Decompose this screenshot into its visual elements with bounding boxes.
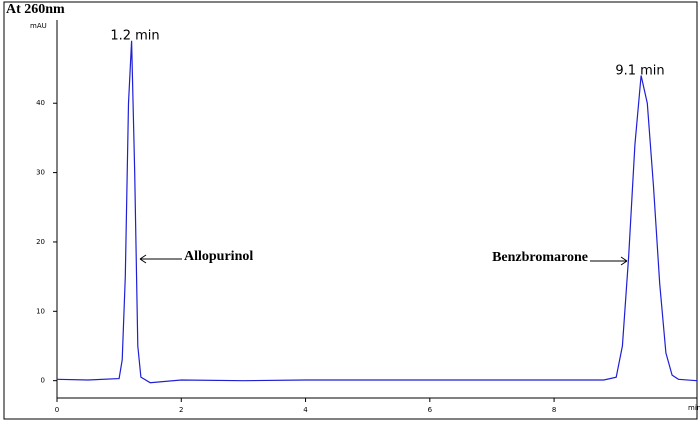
chart-title: At 260nm [6, 2, 65, 17]
frame [3, 1, 698, 420]
y-tick-label: 40 [36, 99, 45, 107]
peak-label: 9.1 min [615, 64, 664, 79]
arrow-head [620, 256, 628, 266]
y-tick-label: 30 [36, 169, 45, 177]
line [56, 40, 698, 384]
x-axis-label: min [688, 404, 700, 412]
y-tick-label: 20 [36, 238, 45, 246]
x-tick-label: 4 [303, 406, 308, 414]
compound-label: Allopurinol [184, 249, 253, 264]
x-tick-label: 6 [428, 406, 433, 414]
x-tick-label: 8 [552, 406, 556, 414]
y-axis-label: mAU [30, 22, 47, 30]
compound-label: Benzbromarone [492, 250, 588, 265]
peak-label: 1.2 min [110, 29, 159, 44]
x-tick-label: 2 [179, 406, 183, 414]
y-tick-label: 0 [41, 377, 45, 385]
x-tick-label: 0 [55, 406, 59, 414]
arrow-head [139, 254, 147, 264]
y-tick-label: 10 [36, 307, 45, 315]
